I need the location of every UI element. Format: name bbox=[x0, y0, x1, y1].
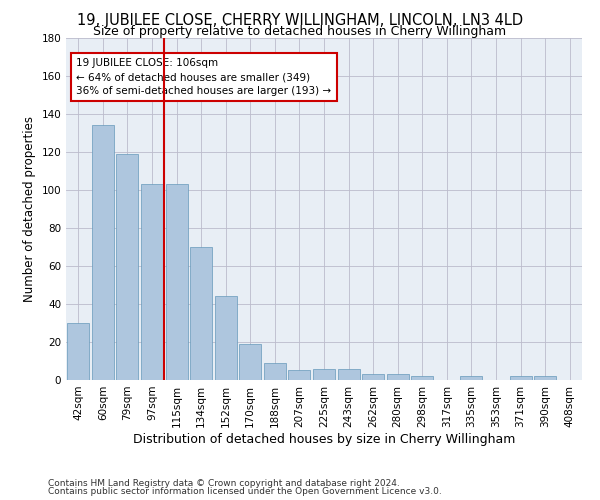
Bar bbox=[67, 323, 89, 380]
Text: 19 JUBILEE CLOSE: 106sqm
← 64% of detached houses are smaller (349)
36% of semi-: 19 JUBILEE CLOSE: 106sqm ← 64% of detach… bbox=[76, 58, 331, 96]
Bar bbox=[338, 368, 359, 380]
Text: Contains public sector information licensed under the Open Government Licence v3: Contains public sector information licen… bbox=[48, 487, 442, 496]
Bar bbox=[190, 247, 212, 380]
Text: Size of property relative to detached houses in Cherry Willingham: Size of property relative to detached ho… bbox=[94, 25, 506, 38]
Y-axis label: Number of detached properties: Number of detached properties bbox=[23, 116, 36, 302]
Bar bbox=[166, 184, 188, 380]
Bar bbox=[460, 376, 482, 380]
Bar bbox=[386, 374, 409, 380]
Bar bbox=[362, 374, 384, 380]
Bar bbox=[509, 376, 532, 380]
Text: 19, JUBILEE CLOSE, CHERRY WILLINGHAM, LINCOLN, LN3 4LD: 19, JUBILEE CLOSE, CHERRY WILLINGHAM, LI… bbox=[77, 12, 523, 28]
Bar bbox=[289, 370, 310, 380]
Bar bbox=[215, 296, 237, 380]
Bar bbox=[534, 376, 556, 380]
Bar bbox=[264, 363, 286, 380]
Bar bbox=[239, 344, 262, 380]
Bar bbox=[313, 368, 335, 380]
Bar bbox=[116, 154, 139, 380]
Bar bbox=[92, 125, 114, 380]
Text: Contains HM Land Registry data © Crown copyright and database right 2024.: Contains HM Land Registry data © Crown c… bbox=[48, 478, 400, 488]
Bar bbox=[411, 376, 433, 380]
X-axis label: Distribution of detached houses by size in Cherry Willingham: Distribution of detached houses by size … bbox=[133, 432, 515, 446]
Bar bbox=[141, 184, 163, 380]
